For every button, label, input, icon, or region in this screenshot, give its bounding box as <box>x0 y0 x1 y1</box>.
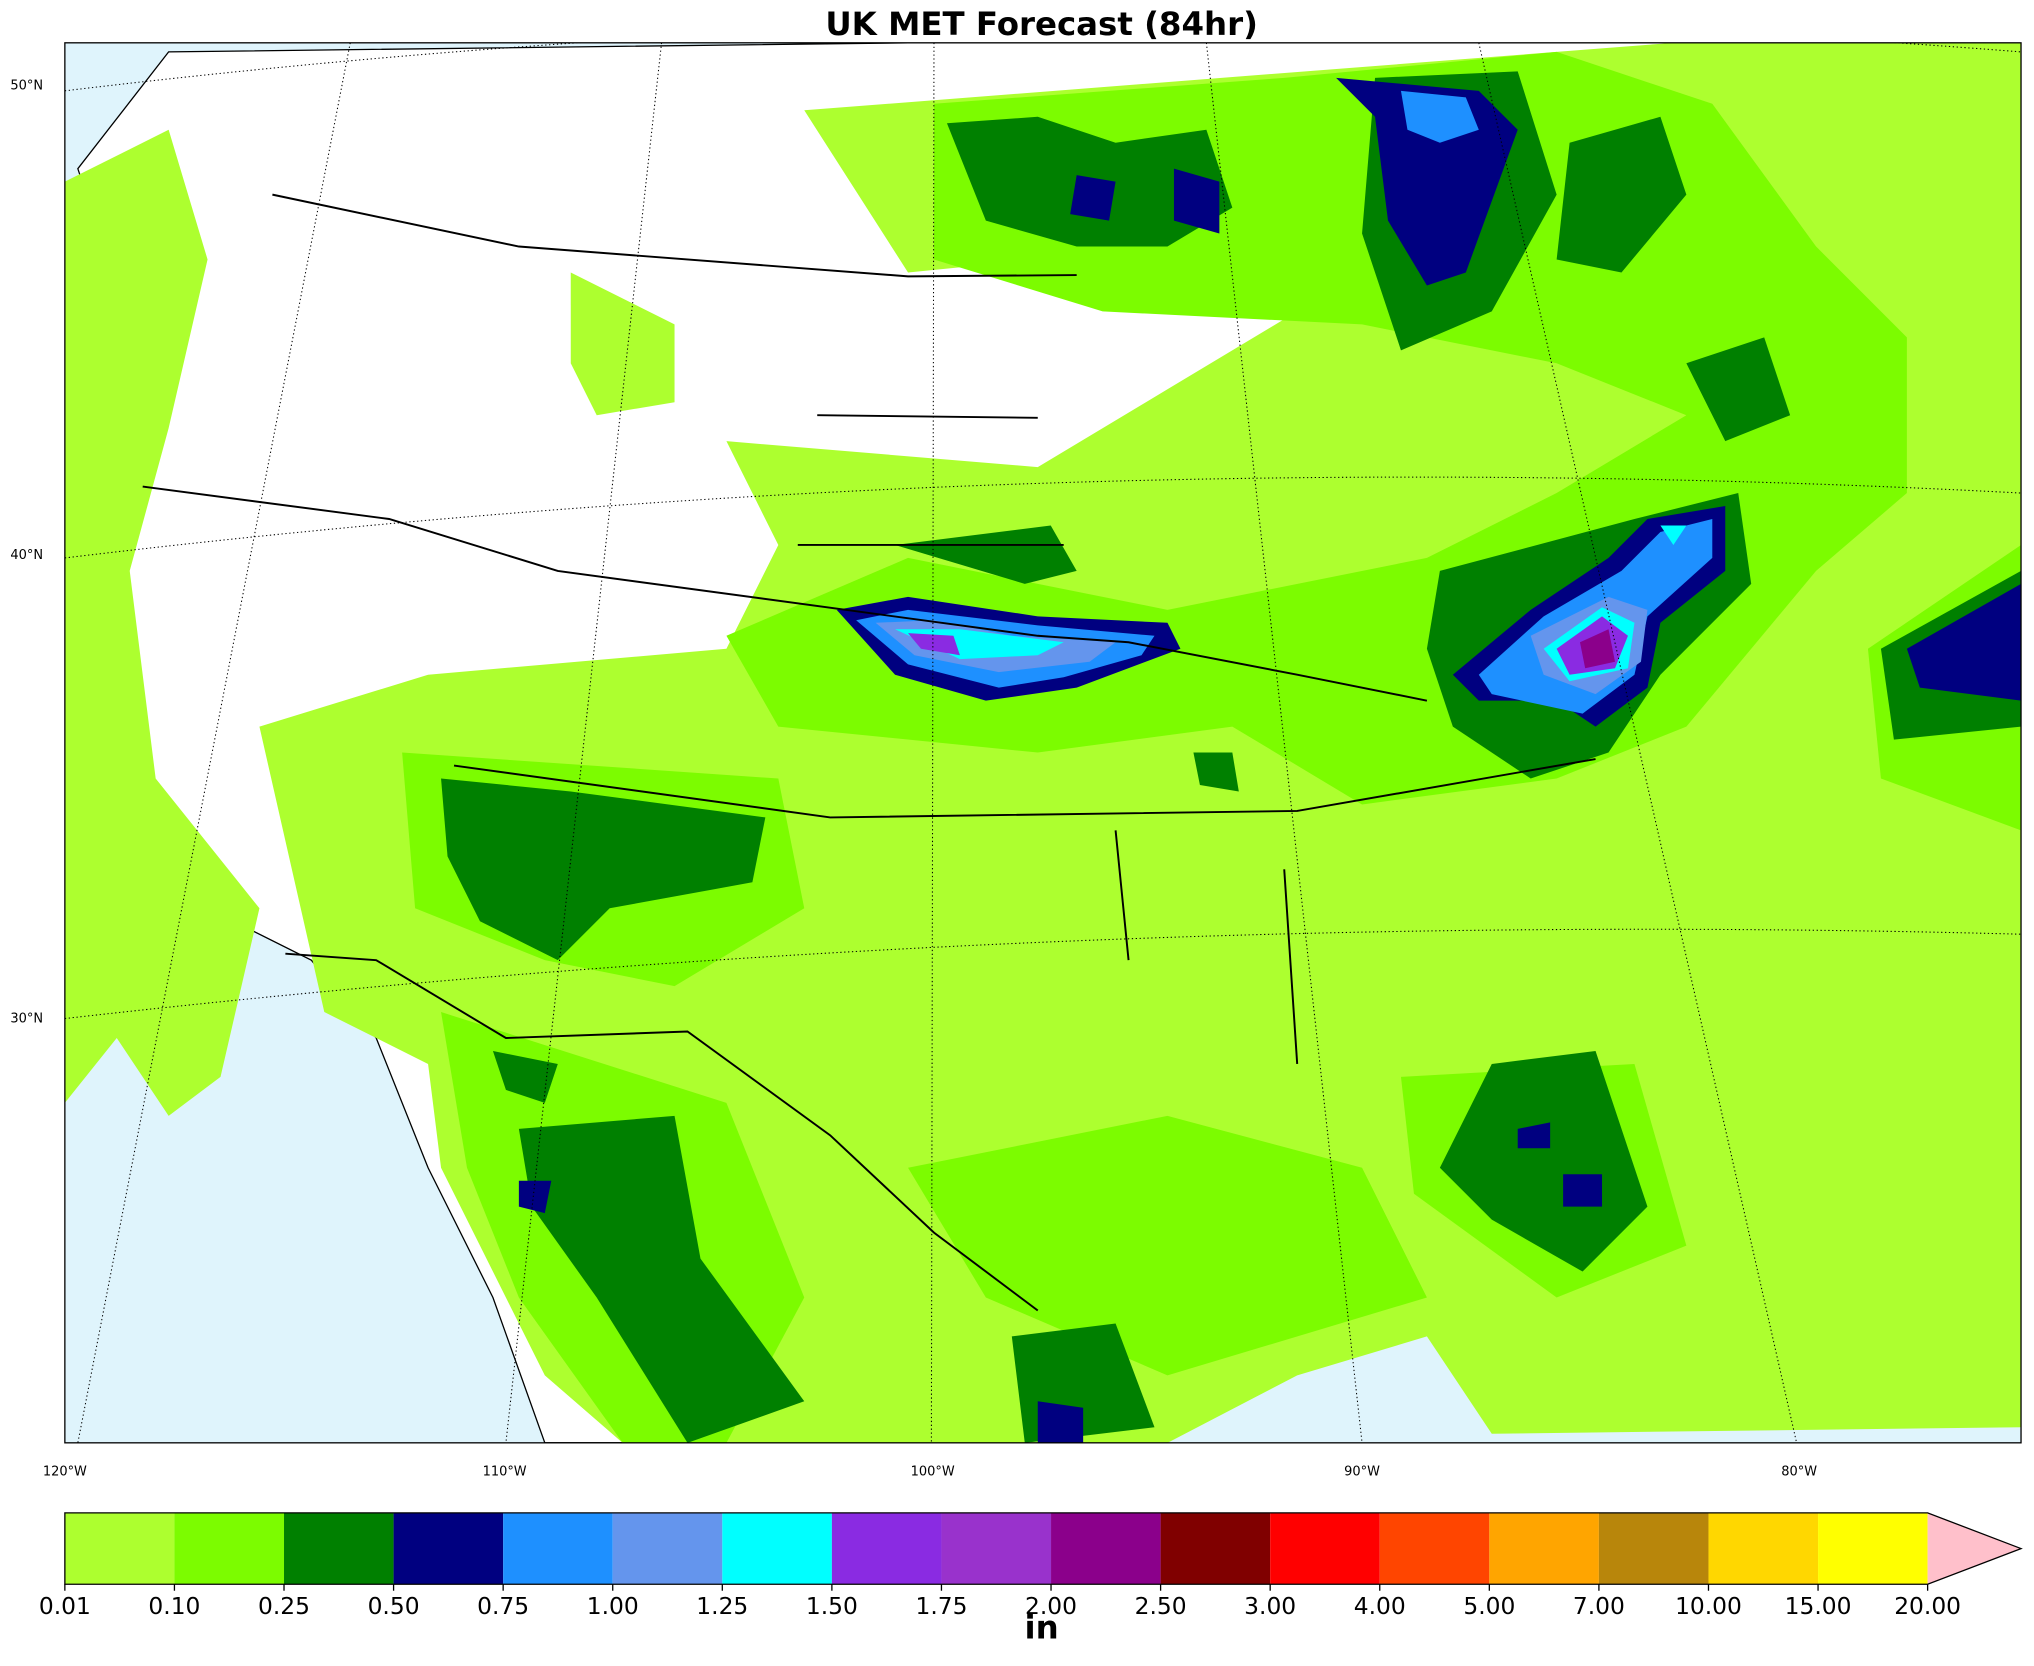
colorbar-swatch <box>1051 1512 1161 1585</box>
colorbar-swatch <box>1818 1512 1928 1585</box>
lon-label: 110°W <box>483 1464 527 1479</box>
lon-label: 120°W <box>43 1464 87 1479</box>
colorbar-label: 7.00 <box>1573 1592 1625 1620</box>
map <box>64 42 2022 1444</box>
colorbar: 0.01 0.10 0.25 0.50 0.75 1.00 1.25 1.50 1.75 2.00… <box>39 1512 2023 1620</box>
lon-label: 90°W <box>1344 1464 1380 1479</box>
lat-label: 40°N <box>10 548 43 563</box>
colorbar-swatch <box>393 1512 504 1585</box>
colorbar-swatch <box>831 1512 942 1585</box>
precip-250 <box>1579 629 1616 669</box>
colorbar-unit: in <box>1025 1609 1059 1647</box>
colorbar-outline <box>64 1512 2023 1585</box>
lat-label: 50°N <box>10 79 43 94</box>
colorbar-label: 1.25 <box>696 1592 748 1620</box>
colorbar-swatch <box>1598 1512 1709 1585</box>
colorbar-swatch <box>612 1512 723 1585</box>
colorbar-label: 5.00 <box>1463 1592 1515 1620</box>
colorbar-label: 20.00 <box>1894 1592 1961 1620</box>
colorbar-label: 15.00 <box>1785 1592 1852 1620</box>
lon-label: 100°W <box>911 1464 955 1479</box>
colorbar-swatch <box>1708 1512 1819 1585</box>
colorbar-swatch <box>1270 1512 1380 1585</box>
colorbar-label: 0.10 <box>148 1592 200 1620</box>
colorbar-label: 2.50 <box>1135 1592 1187 1620</box>
graticule <box>64 42 2022 1443</box>
colorbar-swatch <box>64 1512 175 1585</box>
colorbar-extend <box>1927 1512 2022 1585</box>
colorbar-label: 1.00 <box>587 1592 639 1620</box>
colorbar-label: 4.00 <box>1354 1592 1406 1620</box>
precip-025 <box>441 493 2022 1443</box>
colorbar-label: 0.01 <box>39 1592 91 1620</box>
colorbar-swatch <box>284 1512 394 1585</box>
colorbar-label: 3.00 <box>1244 1592 1296 1620</box>
colorbar-label: 1.50 <box>806 1592 858 1620</box>
lon-label: 80°W <box>1781 1464 1817 1479</box>
lat-label: 30°N <box>10 1011 43 1026</box>
colorbar-swatch <box>941 1512 1052 1585</box>
precip-025 <box>946 71 1791 442</box>
precip-light <box>64 129 260 1116</box>
colorbar-swatch <box>174 1512 285 1585</box>
colorbar-swatch <box>722 1512 832 1585</box>
colorbar-label: 0.50 <box>368 1592 420 1620</box>
colorbar-label: 2.00 <box>1025 1592 1077 1620</box>
colorbar-label: 1.75 <box>915 1592 967 1620</box>
colorbar-label: 10.00 <box>1675 1592 1742 1620</box>
colorbar-swatch <box>503 1512 613 1585</box>
colorbar-swatch <box>1160 1512 1271 1585</box>
colorbar-label: 0.25 <box>258 1592 310 1620</box>
map-frame <box>64 42 2022 1444</box>
borders <box>142 193 1596 1312</box>
precip-light <box>570 272 675 416</box>
title: UK MET Forecast (84hr) <box>825 5 1258 43</box>
colorbar-swatch <box>1379 1512 1490 1585</box>
colorbar-swatch <box>1489 1512 1599 1585</box>
colorbar-label: 0.75 <box>477 1592 529 1620</box>
